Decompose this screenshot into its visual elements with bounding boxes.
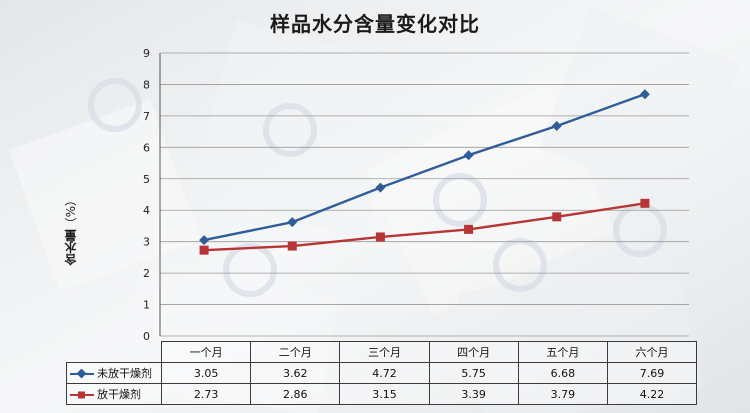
y-tick-label: 1 xyxy=(143,299,150,312)
y-axis-title: 含水量 xyxy=(64,229,78,266)
legend-entry-series-1: 未放干燥剂 xyxy=(66,362,162,384)
data-point-diamond xyxy=(287,217,298,228)
y-axis-label: 含水量（%） xyxy=(62,194,79,265)
data-table-row: 放干燥剂 2.73 2.86 3.15 3.39 3.79 4.22 xyxy=(66,383,698,405)
category-label: 四个月 xyxy=(428,341,519,363)
legend-entry-series-2: 放干燥剂 xyxy=(66,383,162,405)
data-value: 5.75 xyxy=(428,362,519,384)
data-table-header-row: 一个月 二个月 三个月 四个月 五个月 六个月 xyxy=(66,341,698,363)
y-tick-label: 9 xyxy=(143,47,150,60)
data-point-square xyxy=(287,241,297,251)
data-value: 3.05 xyxy=(160,362,252,384)
data-value: 7.69 xyxy=(606,362,698,384)
data-point-square xyxy=(552,212,562,222)
y-tick-label: 4 xyxy=(143,204,150,217)
series-line-1 xyxy=(203,93,646,242)
data-table-row: 未放干燥剂 3.05 3.62 4.72 5.75 6.68 7.69 xyxy=(66,362,698,384)
data-table-corner xyxy=(66,341,162,363)
data-point-square xyxy=(199,245,209,255)
data-point-square xyxy=(375,232,385,242)
y-tick-label: 8 xyxy=(143,78,150,91)
data-value: 3.79 xyxy=(517,383,608,405)
category-label: 三个月 xyxy=(339,341,430,363)
series-line-2 xyxy=(204,202,646,252)
data-point-diamond xyxy=(375,182,386,193)
data-point-square xyxy=(464,224,474,234)
data-value: 4.22 xyxy=(606,383,698,405)
y-tick-label: 7 xyxy=(143,110,150,123)
square-marker-icon xyxy=(70,391,94,399)
data-point-square xyxy=(640,198,650,208)
series-name: 放干燥剂 xyxy=(97,388,141,401)
data-value: 6.68 xyxy=(517,362,608,384)
data-value: 4.72 xyxy=(339,362,430,384)
category-label: 二个月 xyxy=(250,341,341,363)
data-value: 3.39 xyxy=(428,383,519,405)
category-label: 六个月 xyxy=(606,341,698,363)
category-label: 五个月 xyxy=(517,341,608,363)
y-tick-label: 6 xyxy=(143,141,150,154)
series-name: 未放干燥剂 xyxy=(97,367,152,380)
data-value: 3.62 xyxy=(250,362,341,384)
data-point-diamond xyxy=(199,235,210,246)
data-table: 一个月 二个月 三个月 四个月 五个月 六个月 未放干燥剂 3.05 3.62 … xyxy=(66,341,698,405)
data-value: 3.15 xyxy=(339,383,430,405)
y-tick-label: 5 xyxy=(143,173,150,186)
y-tick-label: 2 xyxy=(143,267,150,280)
category-label: 一个月 xyxy=(160,341,252,363)
data-point-diamond xyxy=(463,150,474,161)
chart-title: 样品水分含量变化对比 xyxy=(270,12,480,36)
data-point-diamond xyxy=(551,120,562,131)
y-tick-label: 0 xyxy=(143,330,150,343)
diamond-marker-icon xyxy=(70,369,94,379)
data-value: 2.73 xyxy=(160,383,252,405)
y-axis-unit: （%） xyxy=(64,194,78,230)
data-point-diamond xyxy=(639,89,650,100)
data-value: 2.86 xyxy=(250,383,341,405)
y-tick-label: 3 xyxy=(143,236,150,249)
